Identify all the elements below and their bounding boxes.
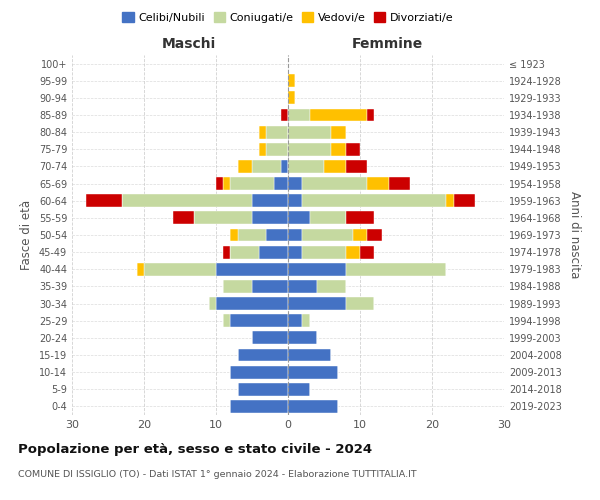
Bar: [288, 92, 295, 104]
Bar: [238, 348, 288, 362]
Bar: [266, 126, 288, 138]
Bar: [230, 246, 259, 258]
Bar: [252, 160, 281, 173]
Bar: [259, 246, 288, 258]
Bar: [331, 143, 346, 156]
Bar: [288, 263, 346, 276]
Bar: [288, 348, 331, 362]
Bar: [288, 280, 317, 293]
Bar: [216, 297, 288, 310]
Bar: [216, 263, 288, 276]
Bar: [216, 177, 223, 190]
Bar: [288, 332, 317, 344]
Bar: [274, 177, 288, 190]
Bar: [288, 212, 310, 224]
Bar: [288, 177, 302, 190]
Bar: [223, 280, 252, 293]
Bar: [346, 246, 360, 258]
Bar: [446, 194, 454, 207]
Bar: [346, 160, 367, 173]
Bar: [230, 228, 238, 241]
Bar: [389, 177, 410, 190]
Legend: Celibi/Nubili, Coniugati/e, Vedovi/e, Divorziati/e: Celibi/Nubili, Coniugati/e, Vedovi/e, Di…: [118, 8, 458, 28]
Bar: [367, 108, 374, 122]
Bar: [230, 366, 288, 378]
Bar: [238, 160, 252, 173]
Text: Maschi: Maschi: [161, 38, 216, 52]
Bar: [288, 74, 295, 87]
Bar: [346, 212, 374, 224]
Bar: [259, 126, 266, 138]
Bar: [252, 194, 288, 207]
Bar: [302, 177, 367, 190]
Bar: [252, 212, 288, 224]
Bar: [317, 280, 346, 293]
Bar: [302, 314, 310, 327]
Bar: [230, 400, 288, 413]
Bar: [259, 143, 266, 156]
Bar: [288, 194, 302, 207]
Bar: [173, 212, 194, 224]
Bar: [230, 314, 288, 327]
Bar: [288, 400, 338, 413]
Bar: [288, 108, 310, 122]
Bar: [223, 246, 230, 258]
Bar: [266, 143, 288, 156]
Bar: [324, 160, 346, 173]
Bar: [302, 228, 353, 241]
Bar: [302, 246, 346, 258]
Bar: [288, 314, 302, 327]
Bar: [238, 383, 288, 396]
Bar: [310, 212, 346, 224]
Bar: [86, 194, 122, 207]
Text: Femmine: Femmine: [352, 38, 423, 52]
Bar: [346, 143, 360, 156]
Bar: [122, 194, 252, 207]
Bar: [281, 160, 288, 173]
Bar: [288, 246, 302, 258]
Bar: [302, 194, 446, 207]
Bar: [266, 228, 288, 241]
Bar: [223, 314, 230, 327]
Bar: [454, 194, 475, 207]
Bar: [310, 108, 367, 122]
Bar: [238, 228, 266, 241]
Bar: [353, 228, 367, 241]
Bar: [288, 228, 302, 241]
Bar: [367, 228, 382, 241]
Bar: [288, 297, 346, 310]
Bar: [288, 143, 331, 156]
Text: Popolazione per età, sesso e stato civile - 2024: Popolazione per età, sesso e stato civil…: [18, 442, 372, 456]
Bar: [281, 108, 288, 122]
Bar: [144, 263, 216, 276]
Bar: [331, 126, 346, 138]
Bar: [252, 332, 288, 344]
Bar: [137, 263, 144, 276]
Bar: [223, 177, 230, 190]
Y-axis label: Anni di nascita: Anni di nascita: [568, 192, 581, 278]
Bar: [288, 126, 331, 138]
Bar: [346, 297, 374, 310]
Text: COMUNE DI ISSIGLIO (TO) - Dati ISTAT 1° gennaio 2024 - Elaborazione TUTTITALIA.I: COMUNE DI ISSIGLIO (TO) - Dati ISTAT 1° …: [18, 470, 416, 479]
Bar: [252, 280, 288, 293]
Bar: [194, 212, 252, 224]
Bar: [367, 177, 389, 190]
Bar: [288, 160, 324, 173]
Y-axis label: Fasce di età: Fasce di età: [20, 200, 33, 270]
Bar: [209, 297, 216, 310]
Bar: [288, 366, 338, 378]
Bar: [346, 263, 446, 276]
Bar: [360, 246, 374, 258]
Bar: [230, 177, 274, 190]
Bar: [288, 383, 310, 396]
